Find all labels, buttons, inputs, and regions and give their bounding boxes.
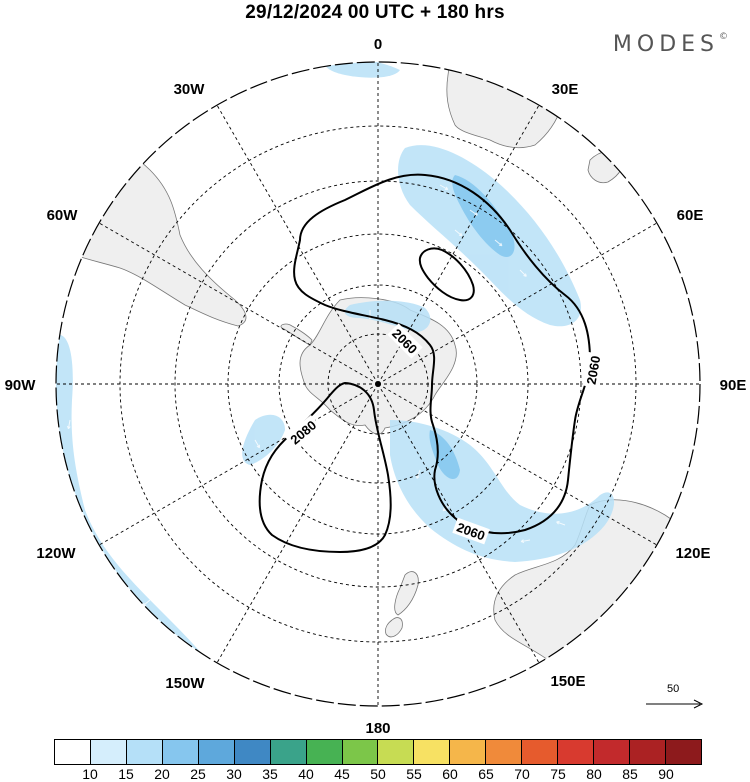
lon-label-90w: 90W	[5, 377, 37, 394]
colorbar-cell	[55, 740, 91, 764]
colorbar-cell	[450, 740, 487, 764]
colorbar-tick-label: 50	[370, 766, 386, 782]
colorbar-tick-label: 30	[226, 766, 242, 782]
lon-label-120w: 120W	[36, 545, 76, 562]
reference-arrow-head	[693, 699, 704, 709]
colorbar-cell	[558, 740, 595, 764]
colorbar-cell	[486, 740, 523, 764]
wind-arrow	[520, 539, 531, 543]
latitude-circle	[174, 180, 582, 588]
brand-name: MODES	[612, 32, 719, 57]
reference-vector-label: 50	[667, 683, 680, 695]
colorbar-ticks: 10 15 20 25 30 35 40 45 50 55 60 65 70 75 80 85 90	[54, 766, 702, 782]
wind-arrow	[454, 229, 463, 237]
lon-label-30w: 30W	[174, 81, 206, 98]
wind-arrow	[103, 539, 111, 548]
lon-label-60w: 60W	[47, 207, 79, 224]
colorbar-cell	[306, 740, 343, 764]
colorbar-cell	[162, 740, 199, 764]
colorbar-tick-label: 15	[118, 766, 134, 782]
wind-arrow	[494, 239, 503, 247]
lon-label-30e: 30E	[552, 81, 579, 98]
shade-core-atlantic	[452, 175, 515, 258]
shade-peninsula	[242, 414, 285, 465]
colorbar-tick-label: 25	[190, 766, 206, 782]
colorbar-cell	[270, 740, 307, 764]
colorbar-tick-label: 80	[586, 766, 602, 782]
lon-label-120e: 120E	[675, 545, 710, 562]
new-zealand	[385, 571, 419, 638]
colorbar-cell	[126, 740, 163, 764]
longitude-labels: 0 30E 60E 90E 120E 150E 180 150W 120W 90…	[5, 36, 747, 737]
colorbar-cell	[234, 740, 271, 764]
contour-label-east: 2060	[584, 355, 604, 386]
colorbar-cell	[522, 740, 559, 764]
wind-arrow	[254, 439, 260, 449]
wind-arrows	[67, 184, 566, 607]
lon-label-150e: 150E	[550, 673, 585, 690]
lon-label-0: 0	[374, 36, 382, 53]
colorbar-tick-label: 90	[658, 766, 674, 782]
wind-arrow	[519, 269, 527, 277]
contour-outer	[293, 173, 592, 535]
colorbar-cell	[630, 740, 666, 764]
colorbar-cell	[378, 740, 415, 764]
colorbar-cell	[414, 740, 451, 764]
colorbar-tick-label: 10	[82, 766, 98, 782]
colorbar-cell	[198, 740, 235, 764]
wind-arrow	[439, 184, 449, 190]
colorbar-cell	[90, 740, 127, 764]
colorbar-cell	[342, 740, 379, 764]
shade-polar	[344, 300, 431, 332]
colorbar	[54, 739, 702, 765]
colorbar-cell	[665, 740, 701, 764]
colorbar-tick-label: 45	[334, 766, 350, 782]
colorbar-tick-label: 35	[262, 766, 278, 782]
wind-arrow	[67, 419, 71, 430]
chart-title: 29/12/2024 00 UTC + 180 hrs	[245, 2, 505, 23]
colorbar-tick-label: 85	[622, 766, 638, 782]
lon-label-60e: 60E	[677, 207, 704, 224]
colorbar-tick-label: 20	[154, 766, 170, 782]
lon-label-180: 180	[365, 720, 390, 737]
colorbar-tick-label: 40	[298, 766, 314, 782]
contour-inner	[418, 247, 475, 302]
brand-mark: ©	[719, 32, 728, 42]
colorbar-tick-label: 70	[514, 766, 530, 782]
south-pole-dot	[375, 381, 381, 387]
colorbar-cell	[594, 740, 630, 764]
colorbar-tick-label: 60	[442, 766, 458, 782]
reference-vector	[646, 699, 704, 709]
brand-logo: MODES©	[613, 32, 728, 57]
colorbar-tick-label: 75	[550, 766, 566, 782]
colorbar-tick-label: 65	[478, 766, 494, 782]
wind-arrow	[469, 209, 478, 216]
wind-arrow	[415, 469, 421, 479]
lon-label-150w: 150W	[165, 675, 205, 692]
map-boundary	[55, 61, 701, 707]
lon-label-90e: 90E	[720, 377, 747, 394]
wind-arrow	[80, 479, 86, 489]
wind-arrow	[556, 520, 566, 526]
colorbar-tick-label: 55	[406, 766, 422, 782]
